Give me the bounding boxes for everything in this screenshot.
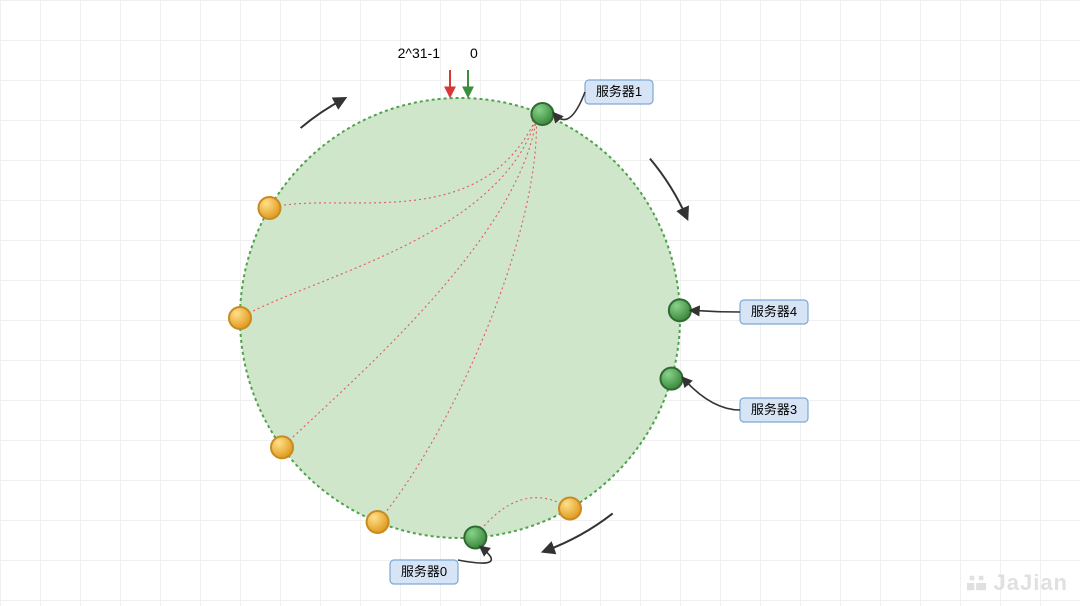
label-zero: 0 — [470, 45, 478, 61]
watermark: JaJian — [966, 570, 1069, 596]
server-node — [669, 299, 691, 321]
server-label-text: 服务器0 — [401, 564, 447, 579]
server-node — [531, 103, 553, 125]
server-label-text: 服务器4 — [751, 304, 797, 319]
server-label-text: 服务器3 — [751, 402, 797, 417]
data-node — [229, 307, 251, 329]
data-node — [367, 511, 389, 533]
data-node — [559, 498, 581, 520]
label-max: 2^31-1 — [398, 45, 441, 61]
server-node — [660, 368, 682, 390]
server-connector — [554, 92, 585, 120]
server-connector — [692, 310, 740, 312]
hash-ring — [240, 98, 680, 538]
diagram-svg: 2^31-1 0 服务器1 服务器4 服务器3 服务器0 — [0, 0, 1080, 606]
data-node — [271, 436, 293, 458]
rotation-arrow — [301, 99, 344, 128]
server-node — [464, 526, 486, 548]
server-connector — [683, 379, 740, 410]
server-label-text: 服务器1 — [596, 84, 642, 99]
server-connector — [458, 547, 491, 563]
data-node — [258, 197, 280, 219]
rotation-arrow — [545, 513, 613, 551]
watermark-text: JaJian — [994, 570, 1069, 596]
rotation-arrow — [650, 159, 687, 218]
